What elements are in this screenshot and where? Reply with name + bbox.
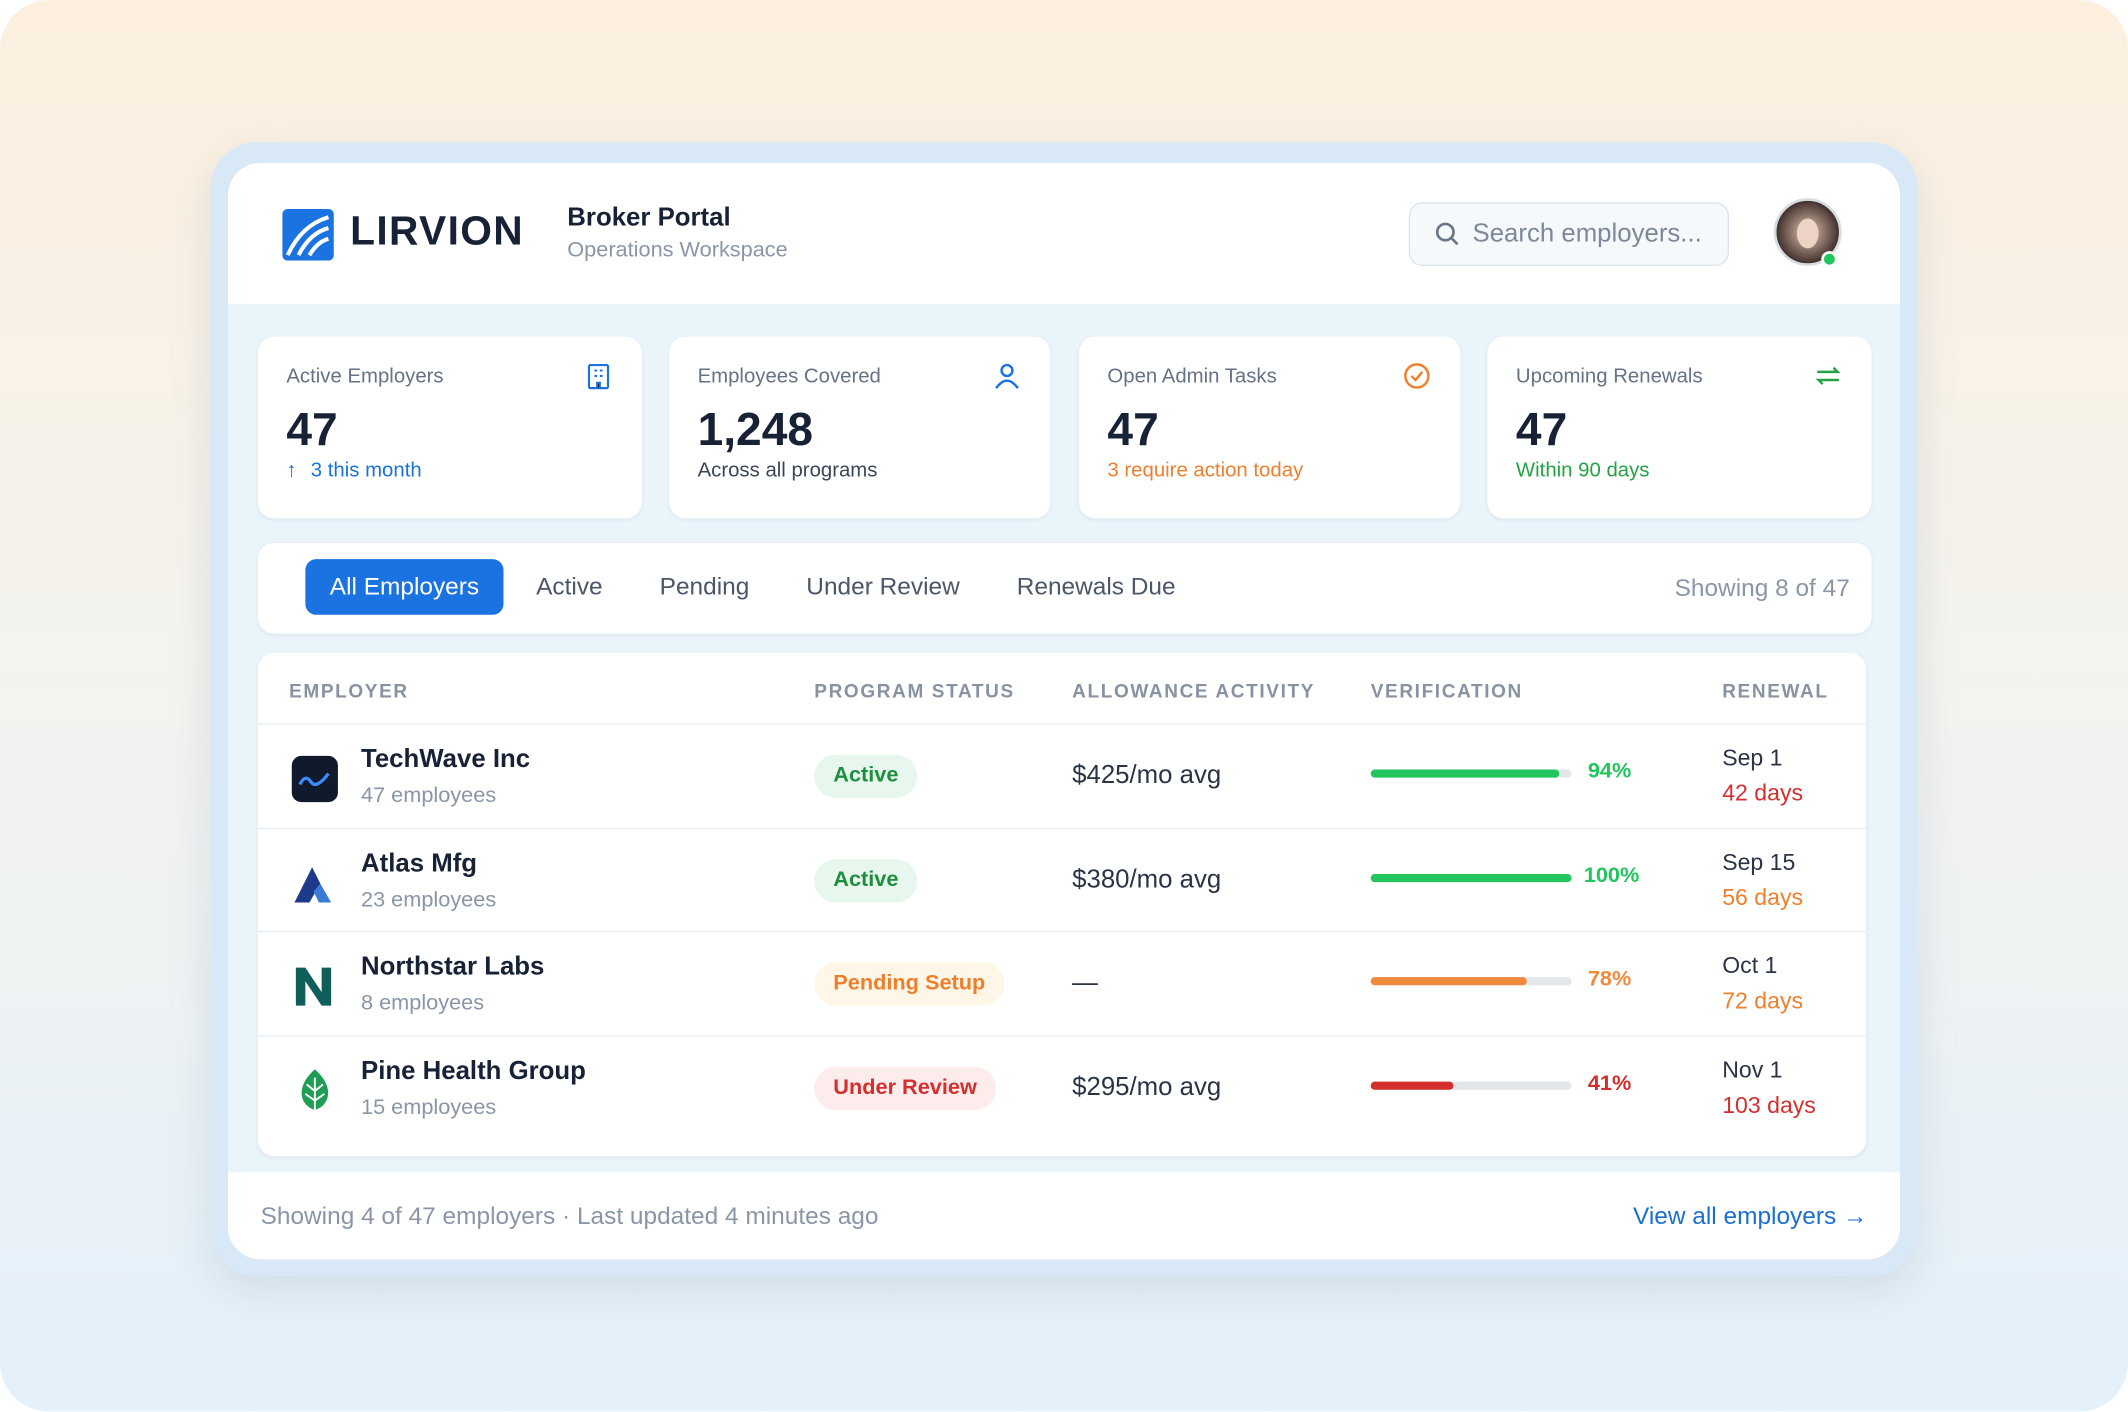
allowance: $295/mo avg: [1072, 1072, 1222, 1102]
stat-card: Active Employers 47 3 this month ↑: [257, 336, 642, 519]
renewal-date: Oct 1: [1722, 952, 1778, 979]
employee-count: 23 employees: [360, 888, 497, 912]
progress-bar: [1370, 873, 1572, 882]
renewal-date: Sep 1: [1722, 745, 1783, 771]
avatar[interactable]: [1773, 198, 1847, 271]
stat-value: 1,248: [697, 404, 814, 456]
employer-logo: [295, 967, 332, 1006]
employer-name: Northstar Labs: [360, 952, 545, 982]
header: LIRVION Broker Portal Operations Workspa…: [227, 162, 1900, 304]
employer-name: TechWave Inc: [360, 745, 531, 774]
search-placeholder: Search employers...: [1472, 219, 1702, 249]
verification-percent: 78%: [1587, 967, 1632, 991]
employer-logo: [301, 1068, 329, 1115]
renewal-days: 56 days: [1722, 884, 1804, 910]
stat-label: Employees Covered: [697, 365, 881, 389]
employer-logo: [294, 866, 332, 902]
stat-card: Upcoming Renewals 47 Within 90 days: [1487, 336, 1872, 519]
status-badge: Under Review: [814, 1066, 996, 1110]
verification-percent: 100%: [1583, 863, 1640, 887]
table-row[interactable]: Atlas Mfg 23 employees Active $380/mo avg 10…: [257, 827, 1867, 931]
employee-count: 8 employees: [360, 992, 485, 1016]
filter-tab[interactable]: All Employers: [305, 559, 504, 615]
stat-icon: [995, 363, 1019, 389]
stat-label: Upcoming Renewals: [1515, 365, 1703, 389]
renewal-date: Sep 15: [1722, 848, 1796, 875]
tabs: All Employers Active Pending Under Review Re…: [305, 559, 1208, 615]
employee-count: 15 employees: [360, 1095, 497, 1119]
employer-table: EMPLOYER PROGRAM STATUS ALLOWANCE ACTIVITY…: [257, 652, 1867, 1157]
stat-label: Open Admin Tasks: [1107, 365, 1277, 389]
stat-note: 3 require action today: [1107, 458, 1304, 482]
search-icon: [1435, 222, 1459, 246]
table-row[interactable]: TechWave Inc 47 employees Active $425/mo av…: [257, 723, 1867, 827]
panel: LIRVION Broker Portal Operations Workspa…: [227, 162, 1900, 1260]
verification-percent: 41%: [1587, 1071, 1632, 1095]
progress-track: [1370, 873, 1572, 882]
stat-value: 47: [1107, 404, 1159, 456]
logo-icon: [282, 208, 334, 261]
progress-bar: [1370, 1080, 1454, 1090]
progress-track: [1370, 769, 1572, 778]
tab-bar: All Employers Active Pending Under Review Re…: [257, 542, 1872, 634]
column-header: RENEWAL: [1722, 679, 1829, 702]
allowance: —: [1072, 968, 1098, 998]
column-header: EMPLOYER: [289, 679, 409, 702]
stat-value: 47: [286, 404, 338, 456]
column-header: VERIFICATION: [1370, 679, 1523, 702]
stat-icon: [587, 363, 610, 390]
view-all-link[interactable]: View all employers →: [1632, 1202, 1868, 1230]
renewal-days: 42 days: [1722, 780, 1804, 807]
footer: Showing 4 of 47 employers · Last updated…: [227, 1172, 1900, 1260]
stat-card: Employees Covered 1,248 Across all program…: [669, 336, 1051, 519]
employer-name: Pine Health Group: [360, 1056, 586, 1086]
stat-note: Within 90 days: [1515, 458, 1650, 482]
filter-tab[interactable]: Active: [536, 572, 603, 600]
progress-track: [1370, 1080, 1572, 1090]
search-box[interactable]: Search employers...: [1408, 202, 1729, 266]
stat-value: 47: [1515, 404, 1568, 456]
brand: LIRVION: [350, 208, 525, 254]
column-header: ALLOWANCE ACTIVITY: [1072, 679, 1316, 702]
up-arrow-icon: ↑: [286, 458, 297, 482]
renewal-date: Nov 1: [1722, 1056, 1783, 1083]
portal-title: Broker Portal: [567, 203, 731, 233]
table-row[interactable]: Pine Health Group 15 employees Under Revie…: [257, 1034, 1867, 1139]
progress-bar: [1370, 769, 1560, 778]
allowance: $380/mo avg: [1072, 865, 1222, 894]
employer-name: Atlas Mfg: [360, 848, 478, 878]
renewal-days: 72 days: [1722, 987, 1804, 1014]
verification-percent: 94%: [1587, 759, 1632, 784]
progress-bar: [1370, 977, 1528, 986]
filter-tab[interactable]: Under Review: [806, 572, 960, 600]
showing-count: Showing 8 of 47: [1674, 574, 1850, 602]
table-row[interactable]: Northstar Labs 8 employees Pending Setup — 7…: [257, 930, 1867, 1035]
status-badge: Active: [814, 858, 918, 902]
stat-icon: [1404, 363, 1430, 389]
allowance: $425/mo avg: [1072, 761, 1222, 790]
portal-subtitle: Operations Workspace: [567, 238, 788, 262]
renewal-days: 103 days: [1722, 1091, 1816, 1118]
footer-summary: Showing 4 of 47 employers · Last updated…: [260, 1202, 879, 1230]
stat-label: Active Employers: [286, 365, 444, 389]
employee-count: 47 employees: [360, 784, 497, 808]
status-badge: Active: [814, 754, 918, 798]
progress-track: [1370, 977, 1572, 986]
stat-note: 3 this month: [310, 458, 422, 482]
filter-tab[interactable]: Pending: [659, 572, 750, 600]
filter-tab[interactable]: Renewals Due: [1016, 572, 1176, 600]
stat-icon: [1815, 366, 1841, 385]
employer-logo: [291, 755, 338, 803]
status-badge: Pending Setup: [814, 962, 1005, 1006]
stat-card: Open Admin Tasks 47 3 require action today: [1078, 336, 1461, 519]
column-header: PROGRAM STATUS: [814, 679, 1015, 702]
stat-note: Across all programs: [697, 458, 878, 482]
